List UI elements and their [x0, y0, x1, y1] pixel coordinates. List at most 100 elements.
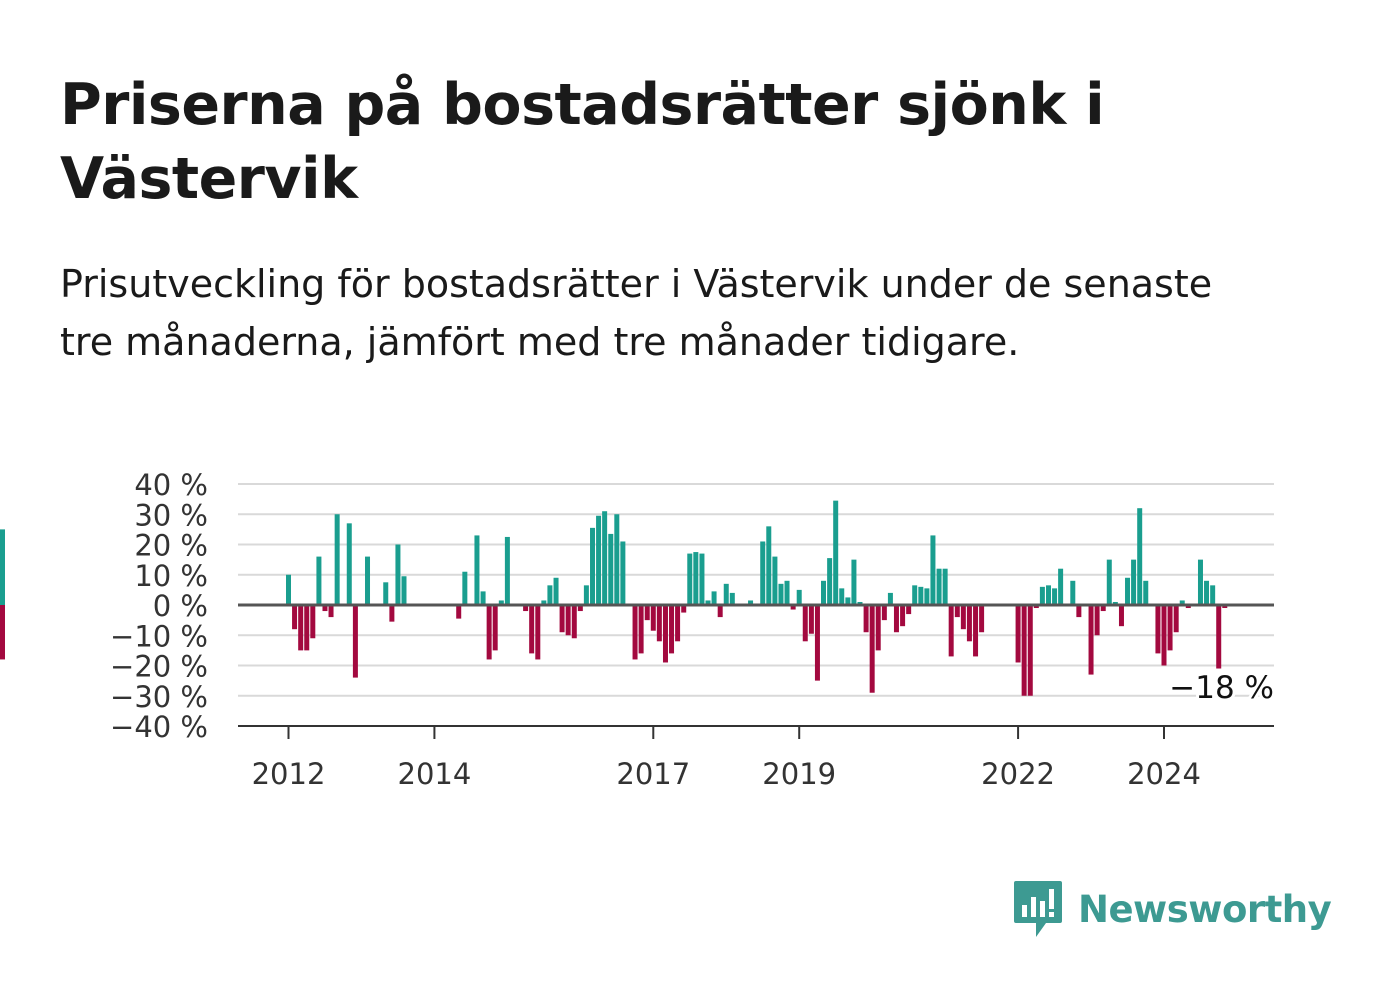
bar: [1021, 605, 1027, 696]
bar: [729, 592, 735, 605]
bar: [821, 580, 826, 605]
bar: [717, 605, 723, 618]
bar: [1137, 508, 1143, 605]
bar: [583, 585, 589, 605]
bar: [869, 605, 875, 693]
bar: [1015, 605, 1021, 663]
bar: [1216, 605, 1222, 669]
bar: [966, 605, 972, 642]
bar: [808, 605, 814, 634]
bar: [1033, 605, 1039, 609]
y-tick-label: 40 %: [134, 468, 208, 502]
bar: [395, 544, 401, 605]
bar: [541, 600, 547, 605]
x-tick-label: 2022: [981, 757, 1055, 791]
bar: [687, 553, 693, 605]
bar: [638, 605, 644, 654]
bar: [1197, 559, 1203, 606]
bar: [298, 605, 304, 651]
newsworthy-logo: Newsworthy: [1012, 879, 1332, 939]
bar: [608, 533, 614, 605]
bar: [863, 605, 869, 633]
x-tick-label: 2024: [1127, 757, 1201, 791]
bar: [401, 576, 407, 605]
bar: [486, 605, 492, 660]
bar: [1039, 586, 1045, 605]
bar: [389, 605, 395, 622]
bar: [766, 526, 772, 605]
bar: [0, 529, 5, 606]
newsworthy-logo-icon: [1014, 881, 1062, 937]
bar: [474, 535, 480, 605]
bar: [857, 601, 863, 605]
bar: [650, 605, 656, 631]
bar: [535, 605, 541, 660]
bar: [1210, 585, 1216, 605]
bar: [705, 600, 711, 605]
x-tick-label: 2019: [762, 757, 836, 791]
bar: [504, 536, 510, 605]
bar: [675, 605, 681, 642]
gridlines: [238, 483, 1274, 697]
bar: [802, 605, 808, 642]
axes: 40 %30 %20 %10 %0 %−10 %−20 %−30 %−40 % 2…: [110, 468, 1277, 791]
bar: [553, 577, 559, 605]
bar: [887, 592, 893, 605]
bar: [334, 514, 340, 605]
bar: [711, 591, 717, 605]
bar: [383, 582, 389, 605]
bar: [1222, 605, 1228, 609]
bar: [796, 589, 802, 606]
bar: [839, 588, 845, 605]
bar: [1185, 605, 1191, 609]
bar: [681, 605, 687, 613]
bar: [954, 605, 960, 618]
bar: [352, 605, 358, 678]
y-tick-label: 30 %: [134, 498, 208, 532]
bar: [1058, 568, 1064, 605]
bar: [748, 600, 754, 605]
bar: [973, 605, 979, 657]
bar: [699, 553, 705, 605]
bars: [0, 500, 1228, 696]
bar: [693, 552, 699, 605]
bar: [1106, 559, 1112, 606]
bar: [662, 605, 668, 663]
bar: [596, 515, 602, 605]
chart-title: Priserna på bostadsrätter sjönk i Väster…: [60, 72, 1105, 212]
bar: [827, 558, 833, 605]
bar: [547, 585, 553, 605]
bar: [930, 535, 936, 605]
bar: [480, 591, 486, 605]
bar: [577, 605, 583, 612]
bar: [918, 586, 924, 605]
bar: [875, 605, 881, 651]
last-value-label: −18 %: [1169, 670, 1274, 706]
bar: [498, 600, 504, 605]
bar: [979, 605, 985, 633]
bar: [912, 585, 918, 605]
bar: [1143, 580, 1149, 605]
bar: [602, 511, 608, 605]
bar: [456, 605, 462, 619]
bar: [1125, 577, 1131, 605]
newsworthy-brand-name: Newsworthy: [1078, 887, 1332, 931]
chart-subtitle: Prisutveckling för bostadsrätter i Väste…: [60, 262, 1213, 364]
bar: [833, 500, 839, 605]
bar: [529, 605, 535, 654]
bar: [948, 605, 954, 657]
bar: [328, 605, 334, 618]
bar: [292, 605, 298, 630]
x-tick-label: 2014: [398, 757, 472, 791]
bar: [814, 605, 820, 681]
bar: [1100, 605, 1106, 612]
bar: [960, 605, 966, 630]
bar: [559, 605, 565, 633]
bar: [1167, 605, 1173, 651]
bar: [1173, 605, 1179, 633]
bar: [1118, 605, 1124, 627]
y-tick-label: −20 %: [110, 650, 208, 684]
y-tick-label: −10 %: [110, 619, 208, 653]
bar: [772, 556, 778, 605]
